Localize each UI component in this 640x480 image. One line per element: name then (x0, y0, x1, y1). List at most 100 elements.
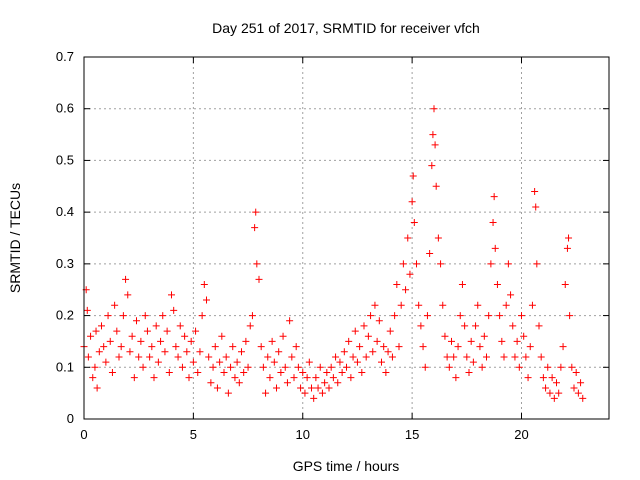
data-point (426, 250, 434, 258)
data-point (111, 301, 119, 309)
data-point (213, 384, 221, 392)
y-tick-label: 0.1 (56, 359, 74, 374)
data-point (270, 358, 278, 366)
data-point (246, 322, 254, 330)
data-point (229, 343, 237, 351)
data-point (526, 343, 534, 351)
data-point (205, 353, 213, 361)
data-point (553, 379, 560, 387)
data-point (388, 353, 396, 361)
data-point (566, 312, 574, 320)
data-point (89, 374, 97, 382)
data-point (310, 394, 318, 402)
data-point (393, 281, 401, 289)
data-points (80, 105, 587, 402)
data-point (152, 322, 160, 330)
data-point (469, 358, 477, 366)
axis-ticks: 0 0.1 0.2 0.3 0.4 0.5 0.6 0.7 0 5 10 15 20 (56, 49, 609, 442)
data-point (474, 301, 482, 309)
data-point (316, 363, 324, 371)
data-point (472, 322, 480, 330)
data-point (532, 203, 540, 211)
data-point (334, 379, 342, 387)
data-point (128, 332, 136, 340)
data-point (417, 322, 425, 330)
data-point (150, 374, 158, 382)
data-point (104, 312, 112, 320)
data-point (224, 389, 232, 397)
data-point (231, 374, 239, 382)
data-point (137, 337, 145, 345)
data-point (522, 353, 530, 361)
data-point (443, 353, 451, 361)
data-point (108, 368, 116, 376)
data-point (367, 312, 375, 320)
data-point (84, 353, 92, 361)
data-point (504, 260, 512, 268)
data-point (281, 363, 289, 371)
y-tick-label: 0.5 (56, 152, 74, 167)
data-point (378, 358, 385, 366)
data-point (515, 363, 523, 371)
data-point (257, 343, 265, 351)
data-point (124, 291, 132, 299)
data-point (262, 389, 270, 397)
data-point (528, 301, 536, 309)
data-point (192, 327, 200, 335)
data-point (314, 384, 322, 392)
data-point (290, 374, 298, 382)
data-point (301, 389, 309, 397)
data-point (487, 260, 495, 268)
data-point (496, 312, 504, 320)
data-point (395, 343, 403, 351)
data-point (572, 368, 580, 376)
data-point (373, 337, 381, 345)
data-point (178, 363, 186, 371)
data-point (327, 363, 335, 371)
data-point (465, 368, 473, 376)
data-point (187, 337, 195, 345)
data-point (513, 337, 521, 345)
data-point (550, 394, 558, 402)
data-point (238, 348, 245, 356)
data-point (518, 312, 525, 320)
data-point (397, 301, 405, 309)
data-point (233, 358, 241, 366)
data-point (548, 374, 556, 382)
data-point (255, 275, 263, 283)
data-point (242, 337, 250, 345)
data-point (275, 348, 283, 356)
data-point (490, 193, 498, 201)
data-point (454, 343, 462, 351)
data-point (502, 301, 510, 309)
data-point (491, 244, 499, 252)
data-point (539, 374, 547, 382)
data-point (340, 348, 348, 356)
data-point (445, 363, 453, 371)
data-point (253, 260, 261, 268)
data-point (428, 162, 436, 170)
data-point (563, 244, 571, 252)
data-point (93, 384, 101, 392)
data-point (305, 358, 313, 366)
data-point (437, 260, 445, 268)
data-point (358, 368, 366, 376)
data-point (312, 374, 320, 382)
data-point (382, 368, 390, 376)
data-point (165, 368, 173, 376)
data-point (323, 368, 331, 376)
data-point (83, 306, 91, 314)
y-tick-label: 0.6 (56, 101, 74, 116)
data-point (429, 131, 437, 139)
data-point (183, 348, 191, 356)
data-point (200, 281, 208, 289)
data-point (117, 343, 125, 351)
data-point (252, 208, 260, 216)
data-point (399, 260, 407, 268)
data-point (218, 332, 226, 340)
data-point (369, 348, 377, 356)
data-point (434, 234, 442, 242)
data-point (349, 353, 357, 361)
data-point (498, 337, 506, 345)
data-point (520, 332, 528, 340)
